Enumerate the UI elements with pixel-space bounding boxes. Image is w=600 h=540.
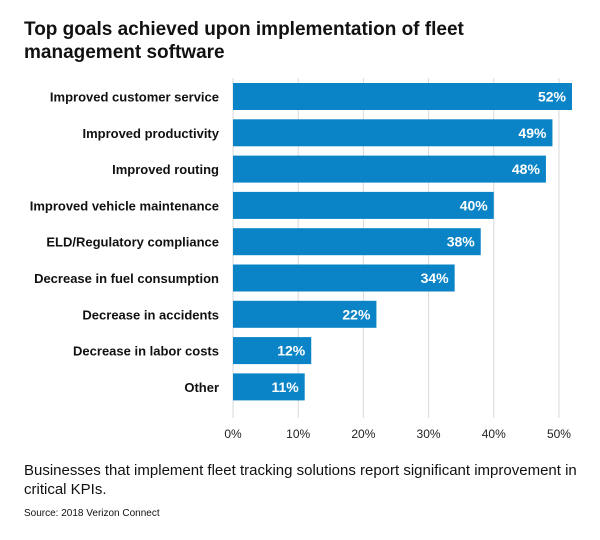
chart-caption: Businesses that implement fleet tracking… (24, 462, 577, 498)
x-tick-label-30: 30% (417, 427, 441, 441)
category-label-improved-productivity: Improved productivity (82, 126, 219, 141)
bar-decrease-in-labor-costs (233, 337, 312, 365)
value-label-decrease-in-labor-costs: 12% (277, 343, 306, 359)
x-tick-label-0: 0% (224, 427, 242, 441)
x-tick-label-40: 40% (482, 427, 506, 441)
bar-improved-customer-service (233, 83, 572, 110)
value-label-improved-productivity: 49% (518, 125, 547, 141)
bars: 52% 49% 48% 40% 38% 34% 22% 12% 11% (233, 83, 572, 401)
category-label-other: Other (184, 380, 219, 395)
bar-other (233, 373, 305, 401)
category-label-improved-vehicle-maintenance: Improved vehicle maintenance (30, 198, 219, 213)
value-label-eld-regulatory-compliance: 38% (447, 234, 476, 250)
x-axis-ticks: 0% 10% 20% 30% 40% 50% (224, 427, 571, 441)
value-label-improved-vehicle-maintenance: 40% (460, 197, 489, 213)
bar-decrease-in-fuel-consumption (233, 264, 455, 292)
value-label-decrease-in-accidents: 22% (342, 306, 371, 322)
bar-improved-vehicle-maintenance (233, 191, 494, 219)
value-label-improved-customer-service: 52% (538, 89, 567, 105)
category-label-decrease-in-accidents: Decrease in accidents (82, 307, 219, 322)
chart-title: Top goals achieved upon implementation o… (24, 19, 464, 63)
value-label-other: 11% (271, 379, 299, 395)
category-label-decrease-in-fuel-consumption: Decrease in fuel consumption (34, 271, 219, 286)
x-tick-label-20: 20% (351, 427, 375, 441)
bar-decrease-in-accidents (233, 300, 377, 328)
bar-improved-routing (233, 155, 546, 183)
value-label-decrease-in-fuel-consumption: 34% (421, 270, 450, 286)
category-labels: Improved customer service Improved produc… (30, 90, 220, 395)
bar-eld-regulatory-compliance (233, 228, 481, 256)
category-label-improved-customer-service: Improved customer service (50, 90, 219, 105)
category-label-eld-regulatory-compliance: ELD/Regulatory compliance (46, 235, 219, 250)
value-label-improved-routing: 48% (512, 161, 541, 177)
source-note: Source: 2018 Verizon Connect (24, 508, 160, 519)
x-tick-label-10: 10% (286, 427, 310, 441)
category-label-improved-routing: Improved routing (112, 162, 219, 177)
x-tick-label-50: 50% (547, 427, 571, 441)
bar-improved-productivity (233, 119, 553, 147)
category-label-decrease-in-labor-costs: Decrease in labor costs (73, 344, 219, 359)
